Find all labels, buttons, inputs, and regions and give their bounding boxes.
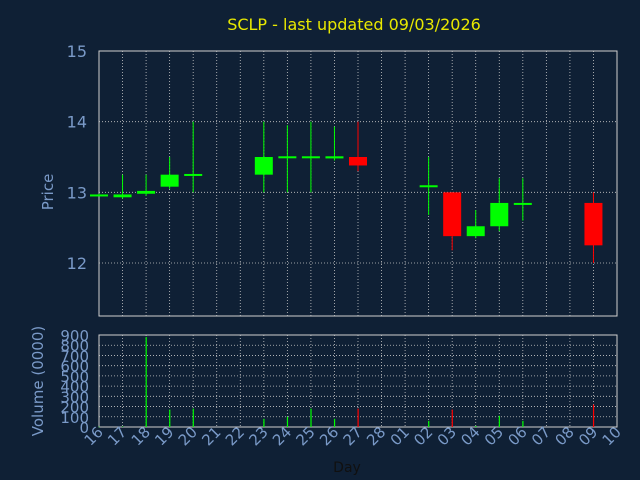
candle-body: [160, 174, 179, 187]
volume-bar-19: [169, 409, 171, 427]
candle-body: [90, 194, 108, 197]
candle-27: [349, 121, 367, 172]
volume-bar-09: [592, 404, 595, 427]
volume-tick-label: 700: [60, 347, 89, 365]
candle-25: [301, 121, 320, 193]
candle-body: [113, 194, 132, 198]
volume-bar-23: [263, 418, 265, 427]
price-panel: 12 13 14 15: [67, 42, 618, 317]
volume-tick-label: 600: [60, 358, 89, 376]
candle-18: [137, 174, 156, 196]
candle-17: [113, 174, 132, 199]
volume-bar-16: [98, 426, 100, 428]
candle-04: [466, 210, 485, 239]
candle-body: [466, 226, 485, 237]
candle-body: [443, 192, 462, 237]
volume-axis-label: Volume (0000): [29, 326, 47, 436]
volume-bar-18: [145, 337, 147, 427]
price-tick-label: 15: [67, 42, 87, 61]
candle-24: [278, 125, 297, 193]
volume-tick-label: 100: [60, 409, 89, 427]
candle-20: [184, 121, 203, 193]
candle-body: [584, 202, 603, 246]
candle-body: [137, 190, 156, 194]
candle-body: [278, 156, 297, 159]
candle-body: [325, 156, 344, 159]
candle-body: [490, 202, 509, 227]
candle-16: [90, 193, 108, 197]
price-tick-label: 14: [67, 113, 87, 132]
price-tick-label: 12: [67, 254, 87, 273]
candle-body: [301, 156, 320, 159]
day-axis-label: Day: [333, 460, 361, 476]
volume-bar-20: [192, 408, 194, 427]
volume-tick-label: 300: [60, 388, 89, 406]
volume-bar-03: [451, 409, 453, 427]
candle-19: [160, 157, 179, 189]
volume-bar-04: [475, 425, 477, 427]
volume-tick-label: 400: [60, 378, 89, 396]
price-axis-label: Price: [39, 174, 57, 211]
candle-02: [419, 157, 438, 215]
volume-tick-label: 800: [60, 337, 89, 355]
day-tick-labels: 1617181920212223242526272801020304050607…: [81, 423, 625, 449]
volume-bar-25: [310, 408, 312, 427]
candle-09: [584, 192, 603, 263]
candle-05: [490, 178, 509, 232]
candle-body: [513, 202, 532, 205]
candle-body: [184, 173, 203, 176]
volume-bar-26: [333, 418, 336, 427]
volume-bar-17: [122, 426, 124, 427]
candle-23: [254, 121, 273, 193]
volume-bar-06: [522, 420, 524, 427]
candle-03: [443, 192, 462, 251]
candle-06: [513, 178, 532, 221]
candle-body: [349, 157, 367, 166]
volume-tick-label: 500: [60, 368, 89, 386]
volume-tick-label: 200: [60, 399, 89, 417]
volume-bar-05: [498, 415, 500, 427]
volume-bar-02: [428, 420, 430, 427]
candle-body: [254, 157, 273, 175]
price-tick-label: 13: [67, 183, 87, 202]
volume-tick-label: 0: [79, 419, 89, 437]
volume-bar-24: [286, 416, 289, 427]
chart-title: SCLP - last updated 09/03/2026: [227, 15, 481, 34]
volume-tick-label: 900: [60, 327, 89, 345]
volume-bar-27: [357, 408, 359, 427]
candle-body: [419, 185, 438, 188]
candle-26: [325, 126, 344, 161]
